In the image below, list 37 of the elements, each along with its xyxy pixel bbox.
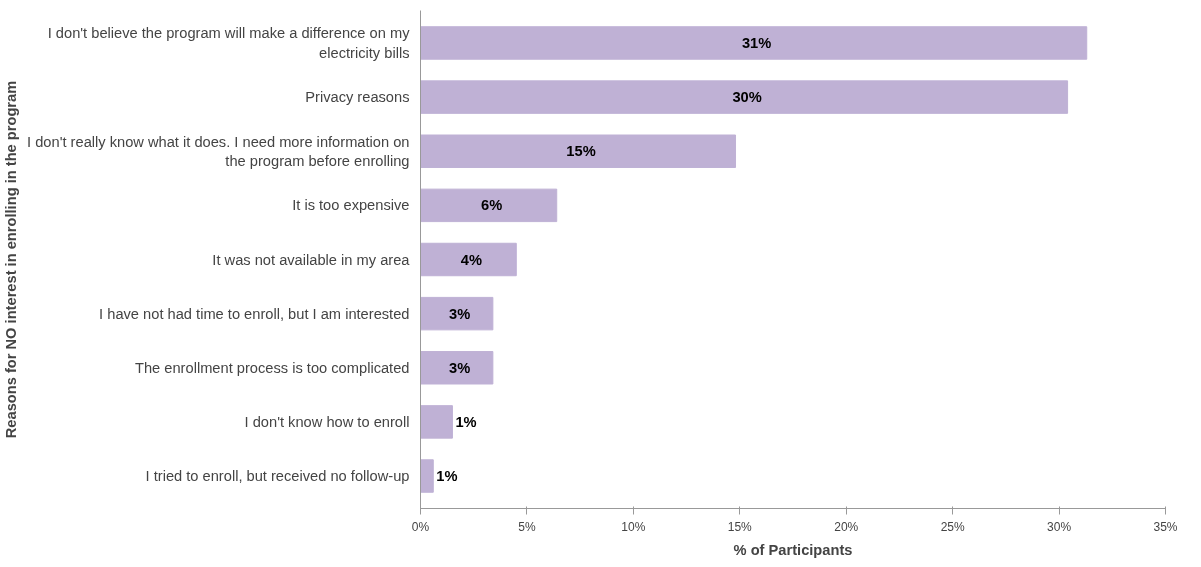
x-tick-label: 25% xyxy=(940,519,965,534)
bar xyxy=(420,296,494,331)
y-tick-label: I don't know how to enroll xyxy=(244,413,410,430)
data-label: 31% xyxy=(741,34,772,51)
y-tick-label: I don't really know what it does. I need more information on the program before enrolling xyxy=(27,133,410,169)
x-tick-label: 15% xyxy=(727,519,753,534)
data-label: 3% xyxy=(449,305,471,322)
y-tick-label: I tried to enroll, but received no follow-up xyxy=(145,468,410,485)
data-label: 3% xyxy=(449,359,471,376)
x-tick-label: 20% xyxy=(834,519,859,534)
x-tick-label: 0% xyxy=(411,519,430,534)
data-label: 30% xyxy=(732,89,762,106)
y-tick-label: Privacy reasons xyxy=(305,89,410,106)
y-tick-label: I have not had time to enroll, but I am interested xyxy=(99,305,410,322)
x-tick-label: 30% xyxy=(1047,519,1072,534)
y-tick-label: It is too expensive xyxy=(292,197,410,214)
bar xyxy=(420,242,517,277)
bar xyxy=(420,134,737,168)
bar xyxy=(420,405,453,439)
data-label: 4% xyxy=(460,251,482,268)
data-label: 1% xyxy=(436,468,458,485)
bar xyxy=(420,80,1069,114)
bar xyxy=(420,459,434,493)
bar xyxy=(420,26,1088,60)
data-label: 15% xyxy=(566,143,596,160)
x-tick-label: 35% xyxy=(1153,519,1178,534)
bar xyxy=(420,351,494,385)
y-tick-label: I don't believe the program will make a difference on my electricity bills xyxy=(47,25,411,61)
x-tick-label: 10% xyxy=(621,519,646,534)
data-label: 1% xyxy=(455,413,477,430)
x-axis-title: % of Participants xyxy=(733,541,853,558)
x-tick-label: 5% xyxy=(518,519,536,534)
data-label: 6% xyxy=(481,197,503,214)
bar xyxy=(420,188,558,223)
y-tick-label: The enrollment process is too complicated xyxy=(134,359,410,376)
y-tick-label: It was not available in my area xyxy=(212,251,411,268)
y-axis-title: Reasons for NO interest in enrolling in the program xyxy=(3,80,20,439)
